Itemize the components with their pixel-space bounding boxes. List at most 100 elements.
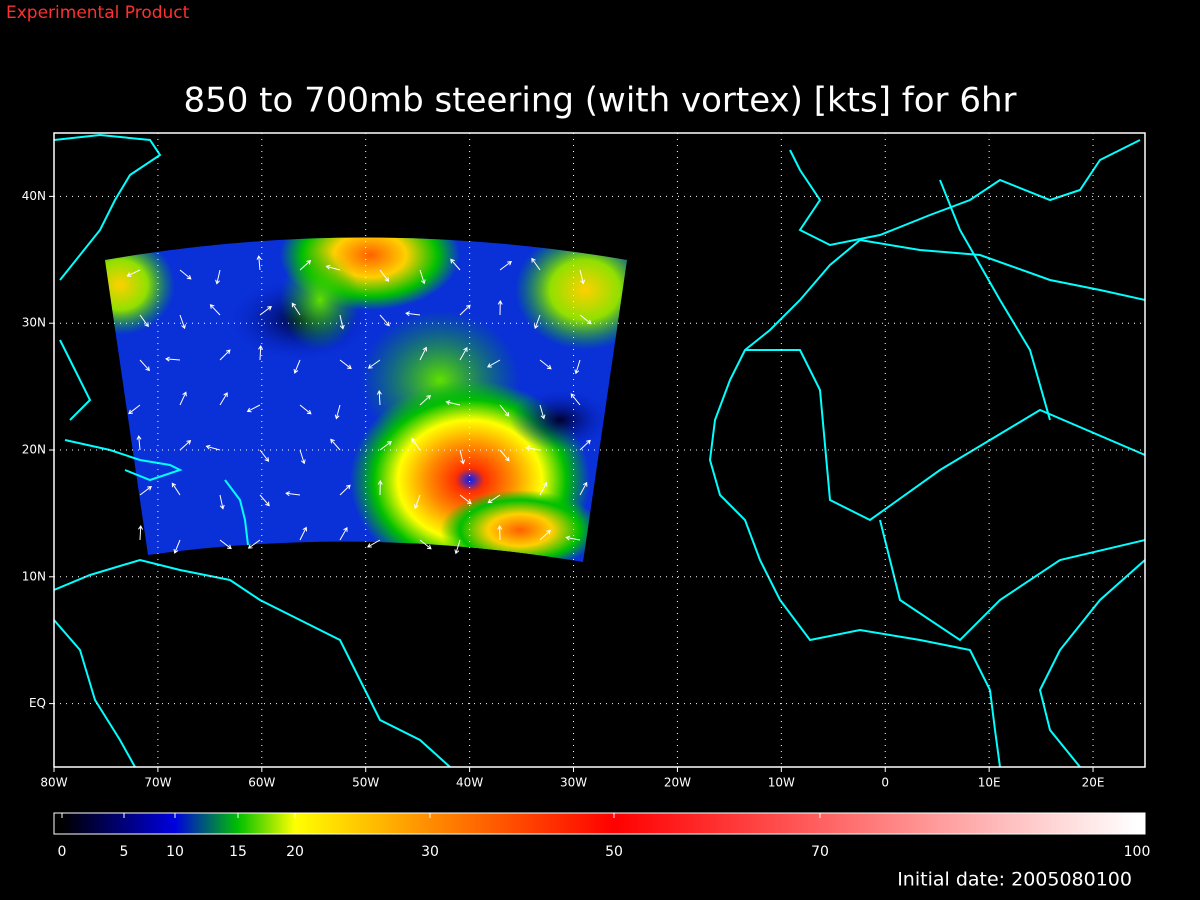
wind-arrow bbox=[259, 306, 272, 316]
wind-arrow bbox=[531, 257, 541, 271]
wind-arrow bbox=[499, 404, 510, 417]
wind-arrow bbox=[445, 400, 461, 406]
colorbar-label: 15 bbox=[229, 844, 247, 860]
wind-arrow bbox=[579, 314, 592, 325]
colorbar-label: 0 bbox=[58, 844, 67, 860]
wind-arrow bbox=[411, 437, 421, 451]
graticule bbox=[54, 133, 1145, 767]
wind-arrow bbox=[339, 484, 351, 496]
wind-arrow bbox=[179, 269, 192, 280]
wind-arrow bbox=[138, 525, 144, 541]
wind-arrow bbox=[459, 347, 468, 361]
wind-arrow bbox=[339, 359, 352, 370]
wind-arrow bbox=[339, 314, 345, 330]
wind-arrow bbox=[299, 526, 308, 541]
wind-arrow bbox=[459, 449, 465, 465]
wind-arrow bbox=[246, 404, 261, 413]
steering-field bbox=[105, 237, 627, 562]
wind-arrow bbox=[533, 314, 541, 330]
wind-arrow bbox=[379, 441, 392, 451]
wind-arrow bbox=[377, 480, 383, 496]
colorbar-label: 100 bbox=[1124, 844, 1151, 860]
wind-arrow bbox=[367, 539, 381, 548]
wind-arrow bbox=[525, 445, 541, 451]
wind-arrow bbox=[379, 269, 390, 282]
y-tick-label: 10N bbox=[22, 569, 46, 583]
wind-arrow bbox=[413, 494, 421, 510]
wind-arrow bbox=[419, 394, 432, 406]
wind-arrow bbox=[330, 438, 341, 451]
wind-arrow bbox=[539, 359, 552, 370]
wind-arrow bbox=[219, 539, 232, 550]
wind-arrow bbox=[405, 311, 421, 317]
wind-arrow bbox=[574, 359, 581, 375]
wind-arrow bbox=[499, 261, 512, 271]
y-tick-label: 20N bbox=[22, 443, 46, 457]
x-tick-label: 20W bbox=[664, 776, 691, 790]
wind-arrow bbox=[419, 346, 428, 361]
wind-arrow bbox=[209, 304, 221, 316]
wind-arrow bbox=[579, 439, 591, 451]
y-tick-label: EQ bbox=[29, 696, 46, 710]
wind-arrow bbox=[299, 260, 312, 271]
wind-arrow bbox=[325, 264, 341, 271]
wind-arrow bbox=[570, 393, 581, 406]
wind-arrow bbox=[539, 404, 546, 420]
wind-arrow bbox=[459, 494, 472, 505]
wind-arrow bbox=[259, 494, 270, 507]
wind-arrow bbox=[179, 314, 186, 330]
x-tick-label: 0 bbox=[881, 776, 889, 790]
coastlines bbox=[54, 133, 1145, 767]
wind-arrow bbox=[205, 444, 221, 451]
y-tick-label: 30N bbox=[22, 316, 46, 330]
wind-arrow bbox=[419, 269, 426, 285]
wind-arrow bbox=[376, 390, 382, 406]
wind-arrow bbox=[539, 481, 548, 496]
wind-arrow bbox=[256, 255, 262, 271]
wind-arrow bbox=[285, 491, 301, 497]
x-tick-label: 10W bbox=[768, 776, 795, 790]
wind-arrow bbox=[454, 539, 461, 555]
wind-arrow bbox=[419, 539, 432, 550]
wind-arrow bbox=[565, 535, 581, 541]
wind-arrow bbox=[173, 539, 181, 554]
x-tick-label: 30W bbox=[560, 776, 587, 790]
wind-arrow bbox=[487, 494, 501, 504]
wind-arrow bbox=[539, 529, 551, 541]
wind-arrow bbox=[179, 391, 187, 406]
wind-arrow bbox=[291, 302, 301, 316]
wind-arrow bbox=[219, 494, 225, 510]
wind-arrow bbox=[215, 269, 221, 285]
colorbar-label: 10 bbox=[166, 844, 184, 860]
initial-date: Initial date: 2005080100 bbox=[897, 869, 1132, 891]
product-label: Experimental Product bbox=[6, 3, 190, 23]
wind-arrow bbox=[450, 258, 461, 271]
wind-arrow bbox=[497, 525, 503, 541]
wind-arrow bbox=[247, 539, 261, 549]
map-area bbox=[54, 133, 1145, 767]
x-tick-label: 50W bbox=[352, 776, 379, 790]
wind-arrow bbox=[136, 435, 142, 451]
wind-arrow bbox=[258, 345, 264, 361]
y-tick-label: 40N bbox=[22, 189, 46, 203]
colorbar bbox=[53, 812, 1146, 835]
colorbar-label: 70 bbox=[811, 844, 829, 860]
x-tick-label: 80W bbox=[40, 776, 67, 790]
colorbar-label: 5 bbox=[120, 844, 129, 860]
colorbar-label: 50 bbox=[605, 844, 623, 860]
wind-arrow bbox=[487, 359, 501, 368]
wind-arrow bbox=[293, 359, 301, 374]
wind-arrow bbox=[459, 304, 471, 316]
wind-arrow bbox=[334, 404, 341, 420]
colorbar-label: 30 bbox=[421, 844, 439, 860]
wind-arrow bbox=[339, 527, 348, 541]
wind-arrow bbox=[299, 449, 306, 465]
wind-arrow bbox=[219, 392, 228, 406]
wind-arrow bbox=[165, 356, 181, 362]
wind-arrow bbox=[299, 404, 312, 415]
wind-arrow bbox=[219, 349, 231, 361]
wind-arrow bbox=[499, 449, 510, 462]
map-title: 850 to 700mb steering (with vortex) [kts… bbox=[183, 81, 1016, 121]
wind-arrow bbox=[379, 314, 390, 327]
wind-arrow bbox=[259, 449, 270, 462]
